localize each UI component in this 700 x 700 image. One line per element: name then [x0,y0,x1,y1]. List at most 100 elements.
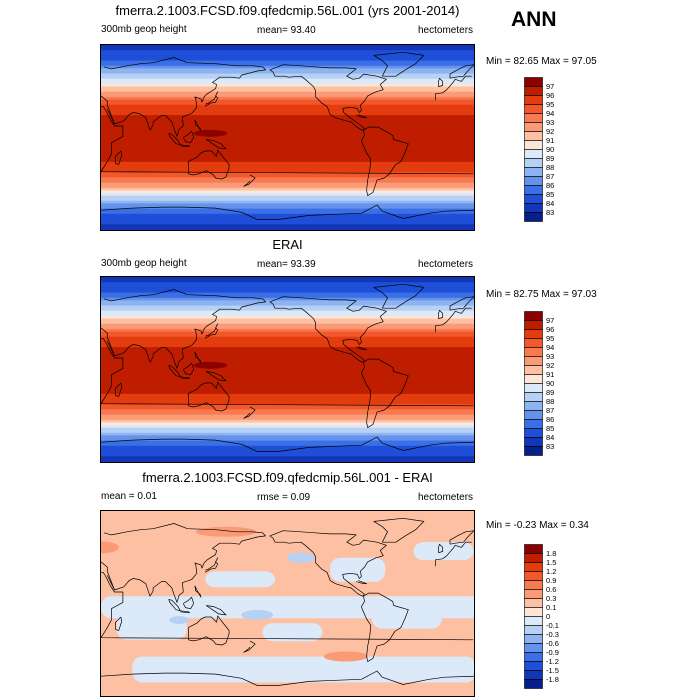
coastline [115,150,123,165]
colorbar-box [524,616,543,626]
field-band [101,73,474,77]
field-band [101,185,474,189]
panel-title: ERAI [272,237,303,252]
coastline [188,149,230,180]
coastline [449,530,474,545]
field-band [101,133,474,137]
coastline [101,289,266,369]
field-band [101,386,474,390]
colorbar-box [524,634,543,644]
coastline [182,130,195,144]
coastline [179,376,190,380]
coastline [106,109,115,125]
field-band [101,57,474,62]
colorbar-tick-label: 1.2 [546,567,556,576]
panel-variable-label: 300mb geop height [101,258,187,269]
map-panel [100,510,475,697]
colorbar-box [524,598,543,608]
coastline [449,64,474,79]
coastline [101,571,474,641]
field-band [371,606,442,629]
colorbar-box [524,131,543,141]
coastline [188,615,230,646]
field-band [262,623,323,642]
coastline [182,596,195,610]
colorbar-tick-label: 88 [546,163,554,172]
colorbar-box [524,562,543,572]
colorbar-tick-label: 86 [546,181,554,190]
colorbar-box [524,347,543,357]
field-band [101,297,474,301]
field-band [101,104,474,108]
panel-units-label: hectometers [418,492,474,503]
field-band [101,341,474,346]
field-band [101,354,474,359]
colorbar-tick-label: 85 [546,424,554,433]
field-band [101,360,474,364]
field-band [101,174,474,179]
field-maximum [193,361,228,369]
coastline [361,126,409,196]
field-band [101,414,474,418]
field-band [101,313,474,317]
field-band [101,83,474,88]
field-band [101,146,474,150]
field-band [101,425,474,429]
field-band [101,380,474,385]
field-band [101,96,474,101]
panel-variable-label: 300mb geop height [101,24,187,35]
coastline [205,91,219,107]
colorbar-box [524,652,543,662]
colorbar-tick-label: 0.1 [546,603,556,612]
colorbar-box [524,392,543,402]
field-band [101,70,474,75]
field-band [101,318,474,322]
field-band [101,391,474,395]
field-band [101,373,474,377]
colorbar-box [524,679,543,689]
coastline [361,592,409,662]
colorbar-box [524,401,543,411]
field-band [101,151,474,155]
field-band [413,542,474,561]
field-band [101,367,474,372]
field-band [116,609,187,640]
coastline [356,580,367,585]
field-band [101,383,474,387]
colorbar-box [524,149,543,159]
colorbar-tick-label: -1.5 [546,666,559,675]
field-band [101,169,474,173]
coastline [438,77,444,87]
coastline [243,174,256,187]
coastline [206,139,227,150]
minmax-label: Min = 82.65 Max = 97.05 [486,56,597,67]
coastline [101,57,266,137]
field-band [101,427,474,431]
field-band [101,187,474,192]
coastline [182,362,195,376]
colorbar-box [524,356,543,366]
field-band [101,323,474,327]
coastline [106,341,115,357]
coastline [106,575,115,591]
field-maximum [323,651,368,662]
field-band [101,167,474,171]
colorbar-tick-label: 89 [546,154,554,163]
colorbar-tick-label: 96 [546,91,554,100]
field-band [101,141,474,145]
field-band [101,190,474,194]
field-minimum [241,609,274,620]
colorbar-box [524,212,543,222]
field-band [101,456,474,460]
field-band [101,115,474,119]
coastline [101,670,474,686]
colorbar-tick-label: 1.8 [546,549,556,558]
panel-units-label: hectometers [418,25,474,36]
panel-mean-label: mean= 93.40 [257,25,316,36]
colorbar-box [524,643,543,653]
colorbar-box [524,86,543,96]
field-band [101,195,474,199]
colorbar-box [524,589,543,599]
coastline [361,358,409,428]
coastline [373,517,425,543]
